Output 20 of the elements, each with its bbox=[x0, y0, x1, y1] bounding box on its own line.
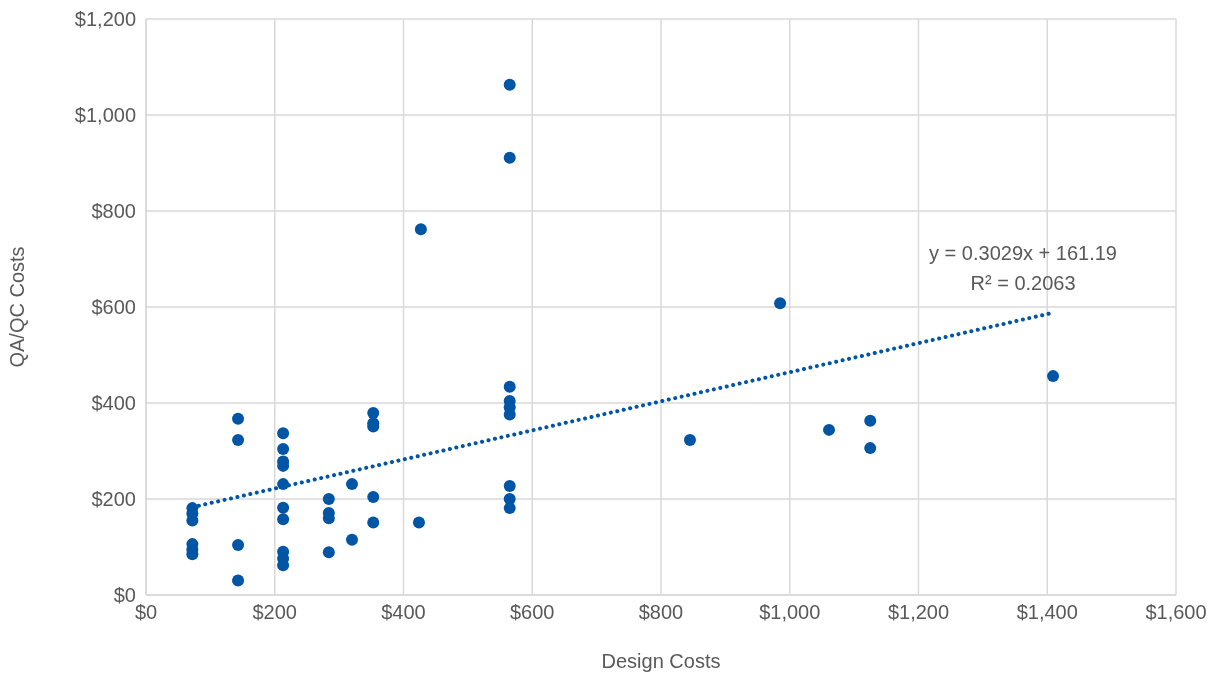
x-axis-title: Design Costs bbox=[601, 650, 721, 672]
y-tick-label: $200 bbox=[91, 488, 136, 510]
x-tick-label: $0 bbox=[134, 601, 158, 623]
x-tick-label: $1,000 bbox=[759, 601, 821, 623]
y-tick-label: $800 bbox=[91, 200, 136, 222]
y-tick-label: $0 bbox=[113, 584, 136, 606]
y-axis-title: QA/QC Costs bbox=[6, 246, 28, 368]
x-tick-label: $1,400 bbox=[1016, 601, 1078, 623]
annotation: R² = 0.2063 bbox=[970, 271, 1076, 294]
y-tick-label: $400 bbox=[91, 392, 136, 414]
x-tick-label: $200 bbox=[252, 601, 297, 623]
y-tick-label: $600 bbox=[91, 296, 136, 318]
x-tick-label: $1,200 bbox=[887, 601, 950, 623]
y-tick-label: $1,000 bbox=[74, 104, 136, 126]
y-tick-label: $1,200 bbox=[74, 8, 136, 30]
x-tick-label: $800 bbox=[638, 601, 684, 623]
annotation: y = 0.3029x + 161.19 bbox=[929, 241, 1118, 264]
x-tick-label: $400 bbox=[381, 601, 426, 623]
x-tick-label: $1,600 bbox=[1145, 601, 1207, 623]
x-tick-label: $600 bbox=[510, 601, 555, 623]
